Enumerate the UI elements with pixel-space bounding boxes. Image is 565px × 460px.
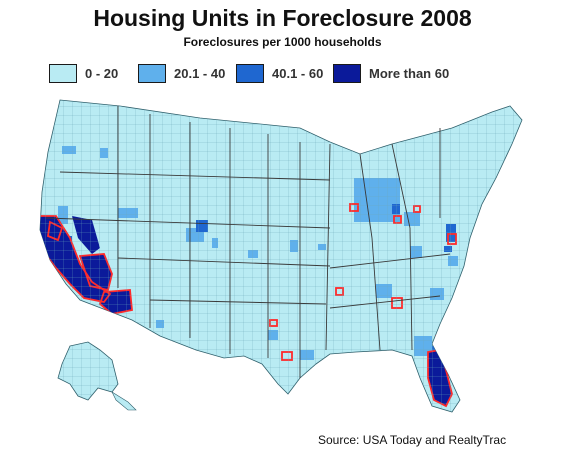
map-title: Housing Units in Foreclosure 2008 xyxy=(93,5,472,31)
source-note: Source: USA Today and RealtyTrac xyxy=(318,433,507,447)
map-subtitle: Foreclosures per 1000 households xyxy=(183,35,382,49)
legend-item-0-20: 0 - 20 xyxy=(49,62,118,84)
legend-item-more-than-60: More than 60 xyxy=(333,62,449,84)
legend-swatch xyxy=(236,63,264,83)
legend-item-40-60: 40.1 - 60 xyxy=(236,62,323,84)
legend-label: 0 - 20 xyxy=(85,65,119,81)
legend: 0 - 20 20.1 - 40 40.1 - 60 More than 60 xyxy=(0,62,565,84)
legend-label: 40.1 - 60 xyxy=(272,65,324,81)
legend-item-20-40: 20.1 - 40 xyxy=(138,62,225,84)
state-borders xyxy=(45,106,451,378)
legend-swatch xyxy=(138,63,166,83)
legend-swatch xyxy=(49,63,77,83)
alaska-panhandle-shape xyxy=(111,391,137,411)
us-county-map xyxy=(39,99,523,413)
legend-swatch xyxy=(333,63,361,83)
legend-label: 20.1 - 40 xyxy=(174,65,226,81)
legend-label: More than 60 xyxy=(369,65,450,81)
